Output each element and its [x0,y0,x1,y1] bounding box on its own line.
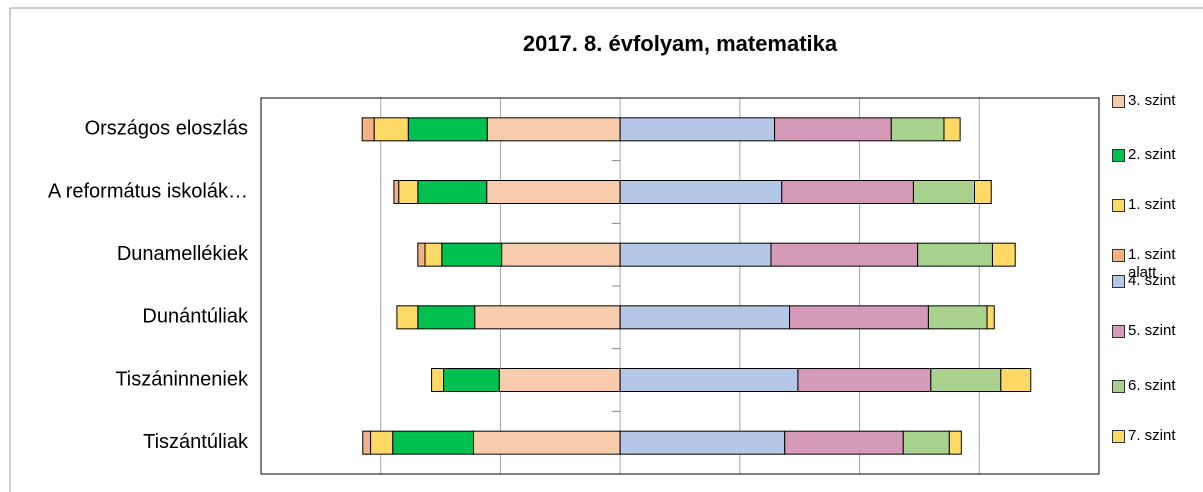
bar-segment [890,117,945,142]
bar-segment [784,430,904,455]
bar-segment [424,242,443,267]
plot-frame [260,97,1100,475]
legend-swatch [1112,275,1125,288]
y-tick-label: Dunántúliak [142,306,249,328]
legend-label: 2. szint [1128,146,1176,163]
bar-segment [370,430,394,455]
y-tick-label: Dunamellékiek [117,243,249,265]
bar-segment [986,305,995,330]
legend-swatch [1112,380,1125,393]
bar-segment [619,117,776,142]
y-tick-label: Tiszáninneniek [115,368,249,390]
chart-frame [9,7,1203,492]
bar-segment [393,180,400,204]
legend-item: 1. szint [1112,196,1196,214]
y-tick-label: A református iskolák… [48,180,248,202]
legend-label: 3. szint [1128,92,1176,109]
legend-label: 7. szint [1128,427,1176,444]
bar-segment [361,117,375,142]
legend-item: 1. szint alatt [1112,246,1196,282]
legend-label: 4. szint [1128,272,1176,289]
bar-segment [486,117,621,142]
bar-segment [474,305,621,330]
legend-label: 1. szint [1128,196,1176,213]
bar-segment [912,180,975,204]
bar-segment [789,305,929,330]
bar-segment [417,180,488,204]
bar-segment [441,242,503,267]
bar-segment [373,117,409,142]
legend-item: 6. szint [1112,377,1196,395]
legend-item: 4. szint [1112,272,1196,290]
legend-swatch [1112,430,1125,443]
legend-label: 5. szint [1128,322,1176,339]
legend-swatch [1112,325,1125,338]
y-tick-label: Tiszántúliak [143,431,249,453]
bar-segment [902,430,950,455]
bar-segment [973,180,992,204]
chart-title: 2017. 8. évfolyam, matematika [523,31,838,56]
bar-segment [797,368,932,392]
bar-segment [417,305,476,330]
bar-segment [781,180,914,204]
bar-segment [619,368,799,392]
bar-segment [498,368,621,392]
legend-swatch [1112,149,1125,162]
bar-segment [417,242,426,267]
legend-label: 1. szint alatt [1128,246,1176,281]
bar-segment [398,180,419,204]
legend-item: 5. szint [1112,322,1196,340]
bar-segment [917,242,993,267]
legend-item: 2. szint [1112,146,1196,164]
bar-segment [619,430,786,455]
bar-segment [927,305,988,330]
bar-segment [619,305,791,330]
legend-item: 3. szint [1112,92,1196,110]
bar-segment [472,430,621,455]
bar-segment [619,242,772,267]
bar-segment [770,242,919,267]
bar-segment [943,117,961,142]
legend-swatch [1112,249,1125,262]
bar-segment [396,305,419,330]
bar-segment [501,242,621,267]
bar-segment [486,180,621,204]
bar-segment [948,430,962,455]
bar-segment [619,180,783,204]
bar-segment [774,117,892,142]
legend-swatch [1112,95,1125,108]
bar-segment [392,430,474,455]
bar-segment [443,368,500,392]
legend-swatch [1112,199,1125,212]
bar-segment [431,368,445,392]
bar-segment [1000,368,1032,392]
bar-segment [930,368,1002,392]
bar-segment [407,117,488,142]
y-tick-label: Országos eloszlás [85,118,248,140]
bar-segment [362,430,372,455]
legend-label: 6. szint [1128,377,1176,394]
legend-item: 7. szint [1112,427,1196,445]
bar-segment [991,242,1016,267]
